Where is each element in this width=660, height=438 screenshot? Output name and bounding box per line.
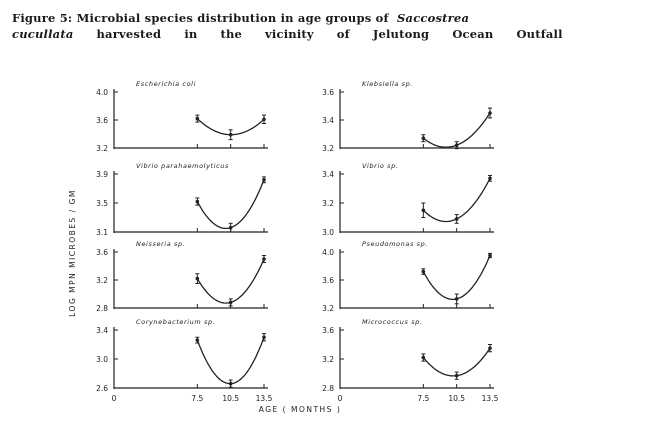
data-point [421,136,426,140]
figure-caption-prefix: Figure 5: [12,11,73,25]
data-point [421,208,426,213]
chart-panel: 3.6 3.4 3.2 Klebsiella sp. [322,80,494,153]
data-point [488,176,492,181]
x-tick-label: 7.5 [417,394,429,403]
x-tick-label: 0 [338,394,343,403]
y-tick-label: 2.8 [322,384,334,393]
chart-panel: 3.6 3.2 2.8 Neisseria sp. [96,240,268,313]
y-tick-label: 3.2 [322,199,334,208]
data-point [421,355,426,360]
data-point [488,111,492,115]
species-name-epithet: cucullata [12,27,74,41]
y-tick-label: 2.8 [96,304,108,313]
caption-word: Outfall [516,27,563,41]
panel-title: Neisseria sp. [136,240,185,248]
y-tick-label: 3.2 [322,355,334,364]
y-tick-label: 4.0 [322,248,334,257]
series-line [196,258,265,304]
y-tick-label: 3.1 [96,228,108,237]
data-point [228,300,233,305]
y-tick-label: 3.6 [96,116,108,125]
caption-word: the [220,27,243,41]
caption-word: of [336,27,350,41]
series-line [196,179,265,230]
panel-title: Klebsiella sp. [362,80,413,88]
data-point [228,132,233,137]
chart-panel: 3.9 3.5 3.1 Vibrio parahaemolyticus [96,162,268,237]
x-tick-label: 13.5 [256,394,273,403]
figure-caption-line-1: Figure 5: Microbial species distribution… [12,11,469,25]
caption-word: Ocean [452,27,494,41]
data-point [228,381,233,386]
panel-title: Corynebacterium sp. [136,318,215,326]
caption-word: harvested [96,27,162,41]
y-tick-label: 3.0 [96,355,108,364]
y-tick-label: 3.6 [322,326,334,335]
x-tick-label: 13.5 [482,394,499,403]
data-point [195,338,200,342]
y-tick-label: 4.0 [96,88,108,97]
data-point [195,116,200,121]
data-point [454,143,459,147]
y-tick-label: 3.2 [322,144,334,153]
data-point [262,117,266,122]
y-tick-label: 3.0 [322,228,334,237]
series-line [422,255,491,301]
panel-title: Vibrio parahaemolyticus [136,162,229,170]
data-point [262,335,266,340]
x-tick-label: 10.5 [222,394,239,403]
data-point [262,257,266,261]
caption-word: vicinity [265,27,314,41]
chart-panel: 3.6 3.2 2.8 Micrococcus sp. [322,318,494,393]
data-point [454,217,459,221]
y-tick-label: 3.2 [322,304,334,313]
caption-word: in [184,27,198,41]
data-point [488,346,492,350]
x-tick-label: 7.5 [191,394,203,403]
species-name-genus: Saccostrea [397,11,470,25]
data-point [228,225,233,230]
data-point [195,276,200,281]
chart-panel: 3.4 3.0 2.6 Corynebacterium sp. [96,318,268,393]
y-axis-label: LOG MPN MICROBES / GM [68,189,77,317]
caption-word: Jelutong [372,27,430,41]
y-tick-label: 3.6 [96,248,108,257]
data-point [488,253,492,258]
x-axis-label: AGE ( MONTHS ) [259,405,342,414]
panel-title: Pseudomonas sp. [362,240,428,248]
y-tick-label: 2.6 [96,384,108,393]
y-tick-label: 3.4 [96,326,108,335]
y-tick-label: 3.6 [322,88,334,97]
panel-title: Micrococcus sp. [362,318,423,326]
data-point [454,373,459,378]
figure-caption-line-2: cucullata harvested in the vicinity of Jeluton… [12,27,563,41]
chart-panel: 3.4 3.2 3.0 Vibrio sp. [322,162,494,237]
y-tick-label: 3.2 [96,144,108,153]
y-tick-label: 3.5 [96,199,108,208]
y-tick-label: 3.2 [96,276,108,285]
y-tick-label: 3.4 [322,170,334,179]
series-line [196,337,265,385]
data-point [195,199,200,204]
data-point [421,269,426,274]
panel-title: Escherichia coli [136,80,196,88]
y-tick-label: 3.4 [322,116,334,125]
panel-title: Vibrio sp. [362,162,398,170]
x-tick-label: 10.5 [448,394,465,403]
figure-caption-text: Microbial species distribution in age gr… [76,11,389,25]
x-tick-label: 0 [112,394,117,403]
chart-panel: 4.0 3.6 3.2 Pseudomonas sp. [322,240,494,313]
y-tick-label: 3.9 [96,170,108,179]
data-point [262,178,266,182]
data-point [454,297,459,301]
y-tick-label: 3.6 [322,276,334,285]
chart-panel: 4.0 3.6 3.2 Escherichia coli [96,80,268,153]
